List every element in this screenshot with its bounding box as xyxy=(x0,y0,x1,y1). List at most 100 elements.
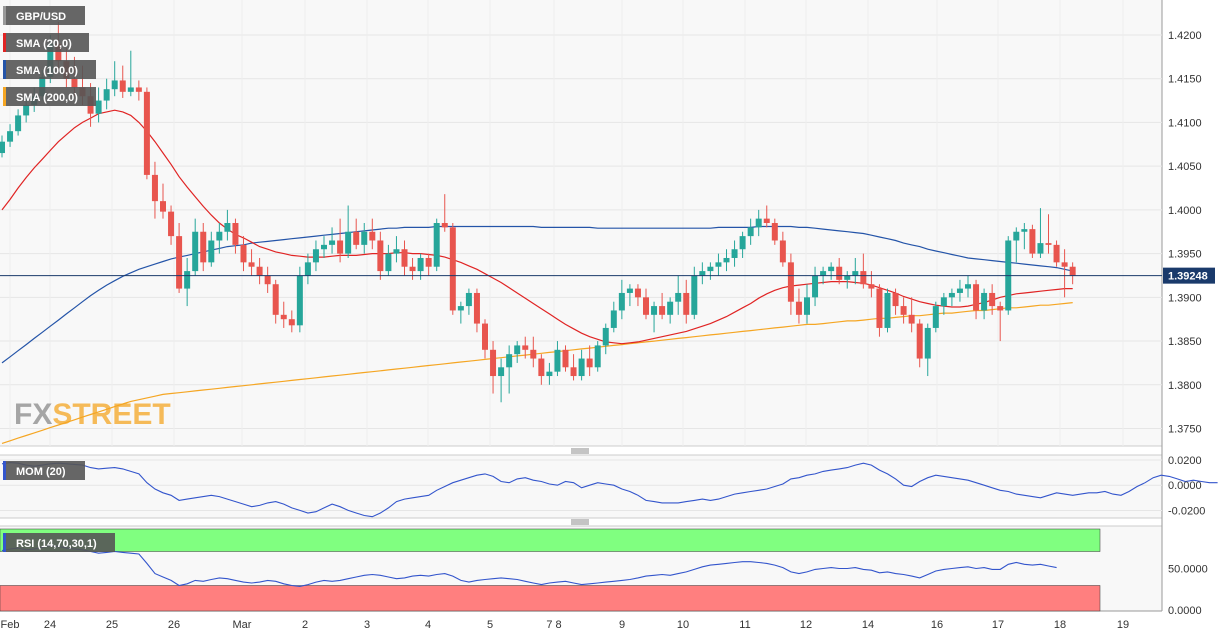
time-axis-tick: Feb xyxy=(1,619,20,631)
candle-body xyxy=(304,262,311,276)
time-axis-tick: 3 xyxy=(364,619,370,631)
time-axis-tick: 14 xyxy=(862,619,874,631)
candle-body xyxy=(176,236,183,289)
candle xyxy=(1069,262,1076,285)
candle xyxy=(892,288,899,315)
candle-body xyxy=(151,174,158,202)
candle xyxy=(570,354,577,381)
candle xyxy=(168,205,175,245)
candle xyxy=(804,284,810,324)
candle xyxy=(272,279,279,324)
candle xyxy=(184,257,191,307)
candle-body xyxy=(787,262,794,302)
candle-body xyxy=(345,231,352,254)
candle-body xyxy=(618,292,625,311)
candle-body xyxy=(71,78,78,88)
candle-body xyxy=(321,244,327,250)
candle xyxy=(465,288,472,315)
candle xyxy=(377,231,384,280)
candle xyxy=(747,218,754,245)
last-price-tag: 1.39248 xyxy=(1163,267,1215,284)
candle-body xyxy=(610,310,617,328)
logo-street-text: STREET xyxy=(52,398,170,431)
candle-body xyxy=(916,323,923,359)
rsi-oversold-zone xyxy=(0,585,1101,612)
candle xyxy=(731,240,738,267)
rsi-overbought-zone xyxy=(0,528,1101,552)
price-axis-tick: 1.4150 xyxy=(1168,74,1202,86)
candle-body xyxy=(200,231,207,263)
candle xyxy=(1037,208,1044,258)
candle-body xyxy=(779,240,786,263)
candle-body xyxy=(224,223,231,232)
candle xyxy=(288,310,295,333)
candle xyxy=(683,279,690,324)
candle xyxy=(15,109,22,136)
candle-body xyxy=(586,358,593,368)
candle-body xyxy=(578,358,585,377)
candle-body xyxy=(433,223,440,267)
candle-body xyxy=(240,244,247,263)
candle xyxy=(538,354,545,385)
candle xyxy=(393,236,400,263)
candle xyxy=(143,87,150,180)
candle-body xyxy=(538,358,545,377)
candle-body xyxy=(143,91,150,175)
candle-body xyxy=(973,284,980,311)
candle xyxy=(345,205,352,258)
candle xyxy=(860,253,867,289)
candle-body xyxy=(940,297,947,307)
candle-body xyxy=(127,87,134,92)
candle-body xyxy=(1013,231,1020,241)
candle xyxy=(932,301,939,333)
time-axis-tick: 24 xyxy=(44,619,56,631)
candle xyxy=(441,194,448,232)
candle xyxy=(844,271,851,289)
candle-body xyxy=(1045,243,1052,245)
candle-body xyxy=(763,218,770,223)
candle-body xyxy=(570,367,577,377)
sma20-line xyxy=(1,109,1073,345)
candle xyxy=(965,275,971,298)
candle xyxy=(828,262,835,280)
candle-body xyxy=(868,284,875,289)
time-axis-tick: 26 xyxy=(168,619,180,631)
candle-body xyxy=(981,292,988,311)
candle-body xyxy=(667,301,674,315)
mom-panel-background xyxy=(0,455,1162,518)
candle-body xyxy=(465,292,472,307)
svg-text:FXSTREET: FXSTREET xyxy=(14,398,171,431)
candle-body xyxy=(95,100,102,114)
panel-splitter-handle-1[interactable] xyxy=(571,448,589,454)
candle xyxy=(852,257,859,285)
candle xyxy=(876,284,883,337)
mom-axis-tick: 0.0000 xyxy=(1168,480,1202,492)
candle-body xyxy=(1037,243,1044,254)
candle-body xyxy=(691,275,698,315)
candle xyxy=(1061,249,1068,298)
candle xyxy=(643,288,649,320)
candle-body xyxy=(498,367,505,377)
price-axis-tick: 1.3900 xyxy=(1168,292,1202,304)
candle xyxy=(304,253,311,285)
candle-body xyxy=(932,306,939,328)
candle xyxy=(409,257,416,280)
candle xyxy=(151,161,158,219)
candle-body xyxy=(192,231,199,272)
candle-body xyxy=(659,306,666,315)
last-price-tag-text: 1.39248 xyxy=(1168,271,1208,283)
panel-splitter-handle-2[interactable] xyxy=(571,519,589,525)
candle-body xyxy=(168,211,175,237)
candle xyxy=(208,231,215,267)
candle-body xyxy=(546,371,553,377)
time-axis-tick: 18 xyxy=(1054,619,1066,631)
candle-body xyxy=(554,349,561,372)
candle-body xyxy=(55,43,62,62)
candle xyxy=(264,266,271,293)
candle xyxy=(103,78,110,110)
candle-body xyxy=(232,223,239,245)
candle xyxy=(1045,214,1052,254)
candlesticks xyxy=(0,21,1076,403)
candle xyxy=(401,240,408,276)
price-axis-tick: 1.4050 xyxy=(1168,161,1202,173)
